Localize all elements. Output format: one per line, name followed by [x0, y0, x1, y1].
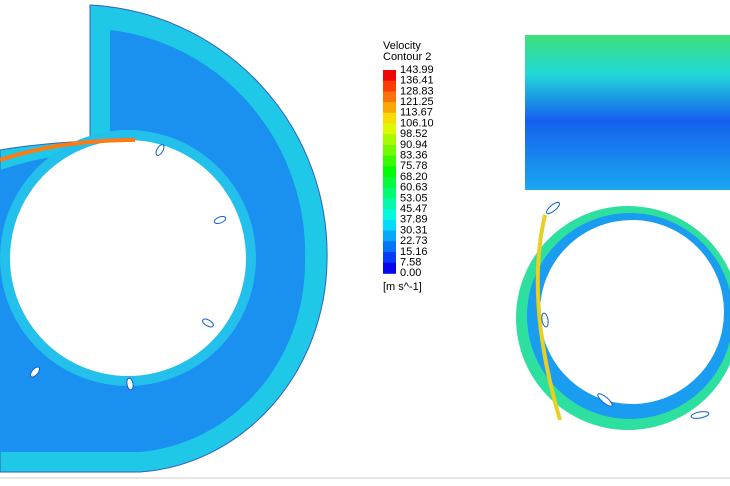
color-band: [383, 177, 396, 189]
blades: [541, 201, 710, 419]
legend-label: 60.63: [400, 182, 428, 194]
highspeed-band: [535, 214, 562, 421]
tongue-highspeed: [0, 138, 136, 162]
color-band: [383, 198, 396, 210]
impeller-hole: [540, 220, 724, 404]
left-volute: [0, 4, 328, 473]
color-band: [383, 251, 396, 264]
color-band: [383, 134, 396, 146]
legend-label: 90.94: [400, 139, 428, 151]
legend-subtitle: Contour 2: [383, 51, 431, 63]
legend-label: 128.83: [400, 85, 434, 97]
legend-label: 22.73: [400, 235, 428, 247]
color-band: [383, 262, 396, 274]
color-band: [383, 209, 396, 221]
legend-label: 68.20: [400, 171, 428, 183]
color-band: [383, 187, 396, 199]
legend-label: 53.05: [400, 192, 428, 204]
legend-label: 75.78: [400, 160, 428, 172]
color-band: [383, 230, 396, 242]
color-band: [383, 91, 396, 103]
color-band: [383, 241, 396, 253]
legend-label: 98.52: [400, 128, 428, 140]
color-band: [383, 155, 396, 167]
color-band: [383, 166, 396, 178]
color-band: [383, 102, 396, 114]
blades: [30, 144, 227, 391]
right-volute: [516, 35, 730, 430]
legend-label: 0.00: [400, 267, 421, 279]
legend-label: 121.25: [400, 96, 434, 108]
color-band: [383, 112, 396, 124]
color-band: [383, 219, 396, 231]
legend-label: 83.36: [400, 150, 428, 162]
legend-label: 15.16: [400, 246, 428, 258]
legend-label: 37.89: [400, 214, 428, 226]
color-band: [383, 80, 396, 92]
color-band: [383, 123, 396, 135]
legend-unit: [m s^-1]: [383, 281, 422, 293]
legend-label: 45.47: [400, 203, 428, 215]
legend-label: 106.10: [400, 117, 434, 129]
legend-label: 143.99: [400, 64, 434, 76]
impeller-hole: [10, 140, 246, 376]
legend-label: 113.67: [400, 107, 433, 119]
legend-title: Velocity: [383, 40, 421, 52]
legend: Velocity Contour 2 143.99136.41128.83121…: [383, 40, 434, 293]
legend-label: 30.31: [400, 224, 428, 236]
legend-label: 136.41: [400, 75, 434, 87]
outlet-duct: [525, 35, 730, 190]
color-band: [383, 70, 396, 82]
color-band: [383, 144, 396, 157]
legend-label: 7.58: [400, 257, 421, 269]
